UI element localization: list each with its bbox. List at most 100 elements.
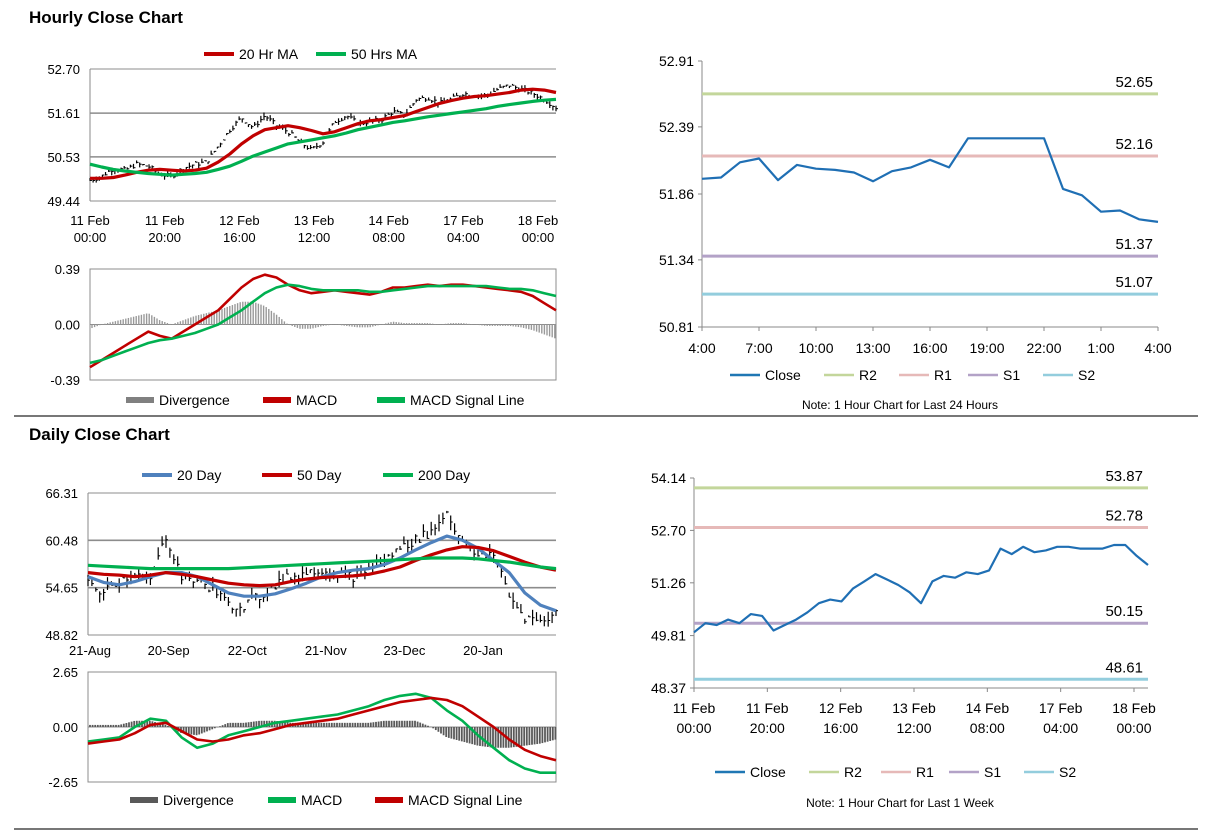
legend-swatch-macd-signal-line [377,397,405,403]
macd-line-macd-signal-line [89,283,557,365]
price-x-tick-date: 13 Feb [294,213,334,228]
macd-y-tick: -0.39 [50,373,80,388]
levels-x-tick: 4:00 [688,340,715,356]
levels-x-tick-time: 12:00 [896,720,931,736]
ma-line-20-hr-ma [90,87,557,180]
section-divider [14,415,1198,417]
price-x-tick-date: 21-Aug [69,643,111,658]
price-y-tick: 51.61 [47,106,80,121]
legend-label-20-day: 20 Day [177,467,221,483]
level-label-s1: 50.15 [1105,603,1143,620]
levels-x-tick: 13:00 [855,340,890,356]
macd-line-macd-signal-line [87,696,557,762]
levels-y-tick: 54.14 [651,470,686,486]
section-title-hourly: Hourly Close Chart [29,8,183,27]
levels-x-tick: 19:00 [969,340,1004,356]
price-x-tick-date: 18 Feb [518,213,558,228]
legend-label-close: Close [750,764,786,780]
level-label-r2: 52.65 [1115,74,1153,91]
price-x-tick-time: 04:00 [447,230,480,245]
level-label-r1: 52.16 [1115,136,1153,153]
levels-y-tick: 51.26 [651,575,686,591]
levels-x-tick: 7:00 [745,340,772,356]
price-y-tick: 52.70 [47,62,80,77]
chart-note: Note: 1 Hour Chart for Last 1 Week [806,796,995,810]
close-line [701,137,1159,223]
macd-y-tick: 0.00 [55,318,80,333]
close-line [693,543,1149,634]
levels-x-tick-time: 08:00 [970,720,1005,736]
macd-y-tick: -2.65 [48,775,78,790]
levels-x-tick: 22:00 [1026,340,1061,356]
levels-x-tick-time: 00:00 [676,720,711,736]
level-label-s1: 51.37 [1115,236,1153,253]
level-label-s2: 51.07 [1115,274,1153,291]
price-x-tick-time: 16:00 [223,230,256,245]
legend-label-macd-signal-line: MACD Signal Line [408,792,523,808]
legend-label-macd-signal-line: MACD Signal Line [410,392,525,408]
levels-y-tick: 52.91 [659,53,694,69]
macd-line-macd [87,692,556,774]
price-x-tick-date: 22-Oct [228,643,267,658]
macd-y-tick: 2.65 [53,665,78,680]
levels-x-tick-date: 13 Feb [892,700,936,716]
levels-y-tick: 48.37 [651,680,686,696]
price-x-tick-time: 20:00 [148,230,181,245]
legend-label-divergence: Divergence [163,792,234,808]
levels-y-tick: 52.39 [659,119,694,135]
levels-x-tick: 10:00 [798,340,833,356]
price-x-tick-date: 23-Dec [383,643,425,658]
legend-label-r2: R2 [844,764,862,780]
legend-swatch-divergence [126,397,154,403]
level-label-s2: 48.61 [1105,659,1143,676]
macd-y-tick: 0.00 [53,720,78,735]
ma-line-50-hrs-ma [89,97,557,177]
legend-label-s1: S1 [984,764,1001,780]
levels-x-tick-date: 11 Feb [746,700,789,716]
price-x-tick-date: 14 Feb [368,213,408,228]
ma-line-200-day [87,556,557,571]
legend-swatch-divergence [130,797,158,803]
price-x-tick-date: 11 Feb [145,213,185,228]
levels-x-tick: 16:00 [912,340,947,356]
price-y-tick: 50.53 [47,150,80,165]
price-y-tick: 48.82 [45,628,78,643]
levels-y-tick: 51.86 [659,186,694,202]
levels-y-tick: 52.70 [651,522,686,538]
price-x-tick-date: 17 Feb [443,213,483,228]
legend-label-20-hr-ma: 20 Hr MA [239,46,299,62]
legend-label-s2: S2 [1078,367,1095,383]
price-x-tick-date: 20-Sep [148,643,190,658]
legend-label-s2: S2 [1059,764,1076,780]
price-x-tick-time: 12:00 [298,230,331,245]
levels-x-tick-date: 17 Feb [1039,700,1083,716]
level-label-r2: 53.87 [1105,468,1143,485]
levels-x-tick-time: 00:00 [1116,720,1151,736]
levels-x-tick-date: 11 Feb [673,700,716,716]
legend-label-divergence: Divergence [159,392,230,408]
price-x-tick-time: 00:00 [522,230,555,245]
price-x-tick-time: 08:00 [372,230,405,245]
levels-y-tick: 49.81 [651,628,686,644]
legend-label-r2: R2 [859,367,877,383]
legend-swatch-macd [268,797,296,803]
price-y-tick: 60.48 [45,533,78,548]
legend-label-macd: MACD [301,792,342,808]
ma-line-50-day [87,545,557,588]
price-x-tick-date: 21-Nov [305,643,347,658]
level-label-r1: 52.78 [1105,507,1143,524]
legend-label-s1: S1 [1003,367,1020,383]
legend-label-50-hrs-ma: 50 Hrs MA [351,46,418,62]
price-x-tick-time: 00:00 [74,230,107,245]
legend-label-r1: R1 [934,367,952,383]
price-x-tick-date: 12 Feb [219,213,259,228]
levels-x-tick-date: 12 Feb [819,700,863,716]
levels-x-tick-time: 04:00 [1043,720,1078,736]
legend-label-macd: MACD [296,392,337,408]
levels-x-tick-date: 18 Feb [1112,700,1156,716]
section-title-daily: Daily Close Chart [29,425,170,444]
legend-label-r1: R1 [916,764,934,780]
macd-y-tick: 0.39 [55,262,80,277]
levels-x-tick: 4:00 [1144,340,1171,356]
price-y-tick: 66.31 [45,486,78,501]
